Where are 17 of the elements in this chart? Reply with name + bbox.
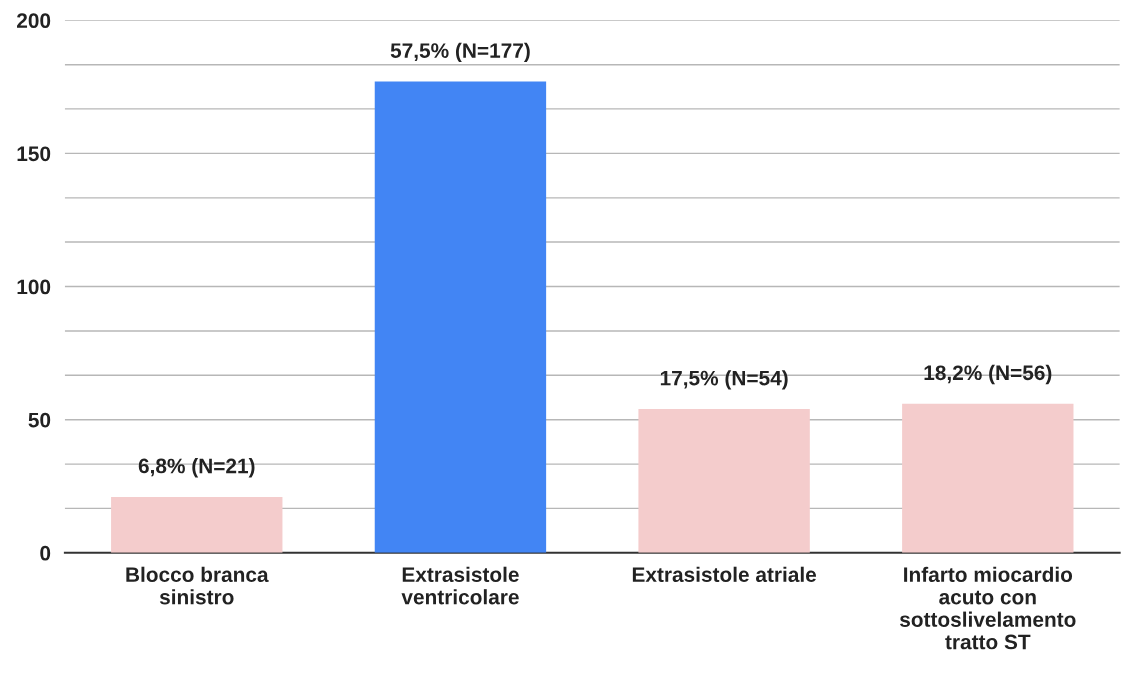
data-label: 57,5% (N=177) [390, 42, 530, 63]
x-tick-label: Extrasistole atriale [632, 566, 817, 583]
bar [111, 496, 283, 553]
y-tick-label: 150 [17, 146, 51, 162]
y-tick-label: 100 [17, 279, 51, 295]
bar [638, 409, 810, 553]
bar [374, 81, 547, 553]
bar [902, 403, 1074, 553]
data-label: 17,5% (N=54) [660, 370, 788, 390]
y-tick-label: 200 [17, 13, 51, 28]
x-tick-label: Infarto miocardio acuto con sottoslivelamento tratto ST [899, 566, 1076, 650]
x-tick-label: Extrasistole ventricolare [401, 566, 519, 605]
x-tick-label: Blocco branca sinistro [126, 566, 269, 605]
y-tick-label: 50 [28, 412, 51, 428]
y-tick-label: 0 [40, 545, 51, 561]
data-label: 18,2% (N=56) [924, 364, 1052, 385]
data-label: 6,8% (N=21) [138, 458, 255, 478]
